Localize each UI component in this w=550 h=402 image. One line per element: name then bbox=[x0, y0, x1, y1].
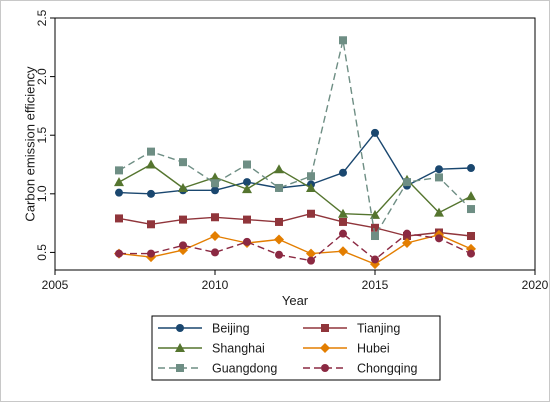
data-point-hubei bbox=[338, 246, 348, 257]
data-point-tianjing bbox=[339, 217, 347, 226]
data-point-guangdong bbox=[371, 232, 379, 241]
y-axis-title: Carbon emission efficiency bbox=[23, 66, 38, 222]
data-point-chongqing bbox=[467, 249, 475, 258]
data-point-guangdong bbox=[179, 158, 187, 167]
legend-marker-beijing bbox=[176, 324, 184, 332]
legend-label-tianjing: Tianjing bbox=[357, 322, 400, 336]
series-line-shanghai bbox=[118, 163, 472, 216]
data-point-shanghai bbox=[242, 184, 252, 194]
data-point-shanghai bbox=[178, 182, 188, 192]
data-point-beijing bbox=[115, 188, 123, 197]
data-point-shanghai bbox=[370, 209, 380, 219]
legend: Beijing Tianjing Shanghai Hubei Guangdong Cho… bbox=[151, 315, 441, 381]
x-tick-label: 2005 bbox=[42, 278, 69, 292]
data-point-chongqing bbox=[115, 249, 123, 258]
y-tick-label: 0.5 bbox=[35, 244, 49, 261]
data-point-tianjing bbox=[211, 213, 219, 222]
data-point-tianjing bbox=[307, 209, 315, 218]
legend-label-guangdong: Guangdong bbox=[212, 362, 277, 376]
data-point-chongqing bbox=[371, 255, 379, 264]
data-point-guangdong bbox=[275, 183, 283, 192]
y-tick-label: 1.0 bbox=[35, 185, 49, 202]
data-point-chongqing bbox=[211, 248, 219, 257]
legend-label-hubei: Hubei bbox=[357, 342, 390, 356]
legend-marker-guangdong bbox=[176, 364, 184, 372]
axes: 0.5 1.0 1.5 2.0 2.5 2005 2010 2015 2020 bbox=[35, 9, 549, 292]
data-point-tianjing bbox=[115, 214, 123, 223]
series-line-beijing bbox=[118, 132, 472, 195]
series-chongqing bbox=[115, 229, 475, 265]
x-tick-label: 2010 bbox=[202, 278, 229, 292]
legend-marker-hubei bbox=[320, 343, 330, 353]
data-point-beijing bbox=[147, 189, 155, 198]
x-tick-label: 2015 bbox=[362, 278, 389, 292]
data-point-beijing bbox=[435, 165, 443, 174]
data-point-tianjing bbox=[243, 215, 251, 224]
series-line-tianjing bbox=[118, 212, 472, 237]
series-line-guangdong bbox=[118, 39, 472, 237]
data-point-hubei bbox=[210, 231, 220, 242]
data-point-shanghai bbox=[306, 182, 316, 192]
x-tick-label: 2020 bbox=[522, 278, 549, 292]
x-axis-title: Year bbox=[282, 293, 309, 308]
legend-marker-chongqing bbox=[321, 364, 329, 372]
data-point-tianjing bbox=[275, 217, 283, 226]
data-point-guangdong bbox=[467, 205, 475, 214]
data-point-chongqing bbox=[243, 237, 251, 246]
data-point-hubei bbox=[274, 234, 284, 245]
series-guangdong bbox=[115, 36, 475, 241]
data-point-shanghai bbox=[274, 164, 284, 174]
series-line-hubei bbox=[118, 234, 472, 265]
data-point-tianjing bbox=[467, 232, 475, 241]
legend-marker-tianjing bbox=[321, 324, 329, 332]
data-point-chongqing bbox=[179, 241, 187, 250]
data-point-chongqing bbox=[403, 229, 411, 238]
data-point-guangdong bbox=[211, 179, 219, 188]
plot-frame bbox=[54, 17, 536, 271]
data-point-guangdong bbox=[403, 178, 411, 187]
data-point-hubei bbox=[306, 248, 316, 259]
plot-area bbox=[54, 17, 536, 271]
data-point-beijing bbox=[467, 164, 475, 173]
data-point-shanghai bbox=[114, 177, 124, 187]
data-point-chongqing bbox=[147, 249, 155, 258]
data-point-beijing bbox=[243, 178, 251, 187]
data-point-chongqing bbox=[307, 256, 315, 265]
data-point-chongqing bbox=[435, 234, 443, 243]
data-point-tianjing bbox=[371, 223, 379, 232]
legend-label-shanghai: Shanghai bbox=[212, 342, 265, 356]
y-tick-label: 2.5 bbox=[35, 9, 49, 26]
data-point-chongqing bbox=[339, 229, 347, 238]
data-point-shanghai bbox=[466, 191, 476, 201]
data-point-chongqing bbox=[275, 250, 283, 259]
data-point-guangdong bbox=[115, 166, 123, 175]
legend-label-beijing: Beijing bbox=[212, 322, 250, 336]
data-point-shanghai bbox=[210, 172, 220, 182]
data-point-guangdong bbox=[147, 147, 155, 156]
data-point-guangdong bbox=[307, 172, 315, 181]
y-tick-label: 1.5 bbox=[35, 127, 49, 144]
data-point-guangdong bbox=[435, 173, 443, 182]
legend-marker-shanghai bbox=[175, 343, 185, 352]
data-point-tianjing bbox=[147, 220, 155, 229]
data-point-guangdong bbox=[243, 160, 251, 169]
data-point-beijing bbox=[339, 168, 347, 177]
data-point-guangdong bbox=[339, 36, 347, 45]
y-tick-label: 2.0 bbox=[35, 68, 49, 85]
data-point-hubei bbox=[402, 238, 412, 249]
data-point-shanghai bbox=[338, 208, 348, 218]
data-point-beijing bbox=[371, 128, 379, 137]
legend-label-chongqing: Chongqing bbox=[357, 362, 418, 376]
data-point-beijing bbox=[211, 186, 219, 195]
series-line-chongqing bbox=[119, 232, 472, 262]
data-point-shanghai bbox=[434, 207, 444, 217]
data-point-shanghai bbox=[146, 159, 156, 169]
data-point-tianjing bbox=[179, 215, 187, 224]
